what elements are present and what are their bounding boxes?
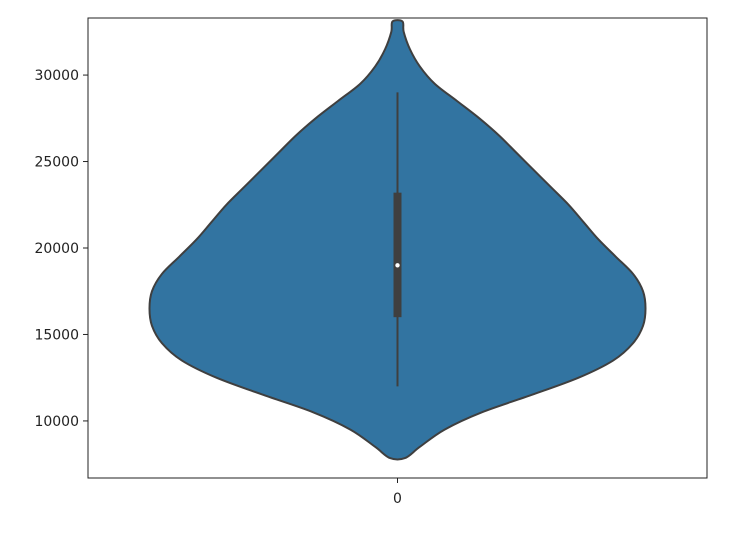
y-tick-label: 10000: [34, 414, 79, 430]
y-tick-label: 25000: [34, 155, 79, 171]
plot-area: [148, 19, 647, 461]
y-axis: 10000 15000 20000 25000 30000: [34, 68, 88, 430]
y-tick-label: 15000: [34, 327, 79, 343]
y-tick-label: 30000: [34, 68, 79, 84]
iqr-box: [393, 192, 402, 318]
median-dot: [395, 263, 400, 268]
y-tick-label: 20000: [34, 241, 79, 257]
x-tick-label: 0: [393, 491, 402, 507]
x-axis: 0: [393, 478, 402, 507]
